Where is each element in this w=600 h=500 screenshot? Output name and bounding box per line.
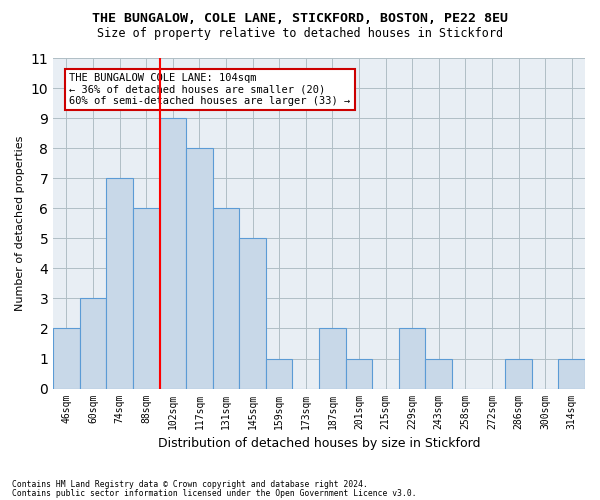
- Text: THE BUNGALOW, COLE LANE, STICKFORD, BOSTON, PE22 8EU: THE BUNGALOW, COLE LANE, STICKFORD, BOST…: [92, 12, 508, 26]
- Bar: [186, 148, 213, 388]
- Text: Contains public sector information licensed under the Open Government Licence v3: Contains public sector information licen…: [12, 488, 416, 498]
- Bar: [106, 178, 133, 388]
- X-axis label: Distribution of detached houses by size in Stickford: Distribution of detached houses by size …: [158, 437, 481, 450]
- Text: Size of property relative to detached houses in Stickford: Size of property relative to detached ho…: [97, 28, 503, 40]
- Bar: [133, 208, 160, 388]
- Bar: [399, 328, 425, 388]
- Bar: [53, 328, 80, 388]
- Bar: [319, 328, 346, 388]
- Bar: [213, 208, 239, 388]
- Bar: [266, 358, 292, 388]
- Bar: [505, 358, 532, 388]
- Text: THE BUNGALOW COLE LANE: 104sqm
← 36% of detached houses are smaller (20)
60% of : THE BUNGALOW COLE LANE: 104sqm ← 36% of …: [69, 73, 350, 106]
- Y-axis label: Number of detached properties: Number of detached properties: [15, 136, 25, 311]
- Bar: [239, 238, 266, 388]
- Text: Contains HM Land Registry data © Crown copyright and database right 2024.: Contains HM Land Registry data © Crown c…: [12, 480, 368, 489]
- Bar: [160, 118, 186, 388]
- Bar: [559, 358, 585, 388]
- Bar: [80, 298, 106, 388]
- Bar: [346, 358, 372, 388]
- Bar: [425, 358, 452, 388]
